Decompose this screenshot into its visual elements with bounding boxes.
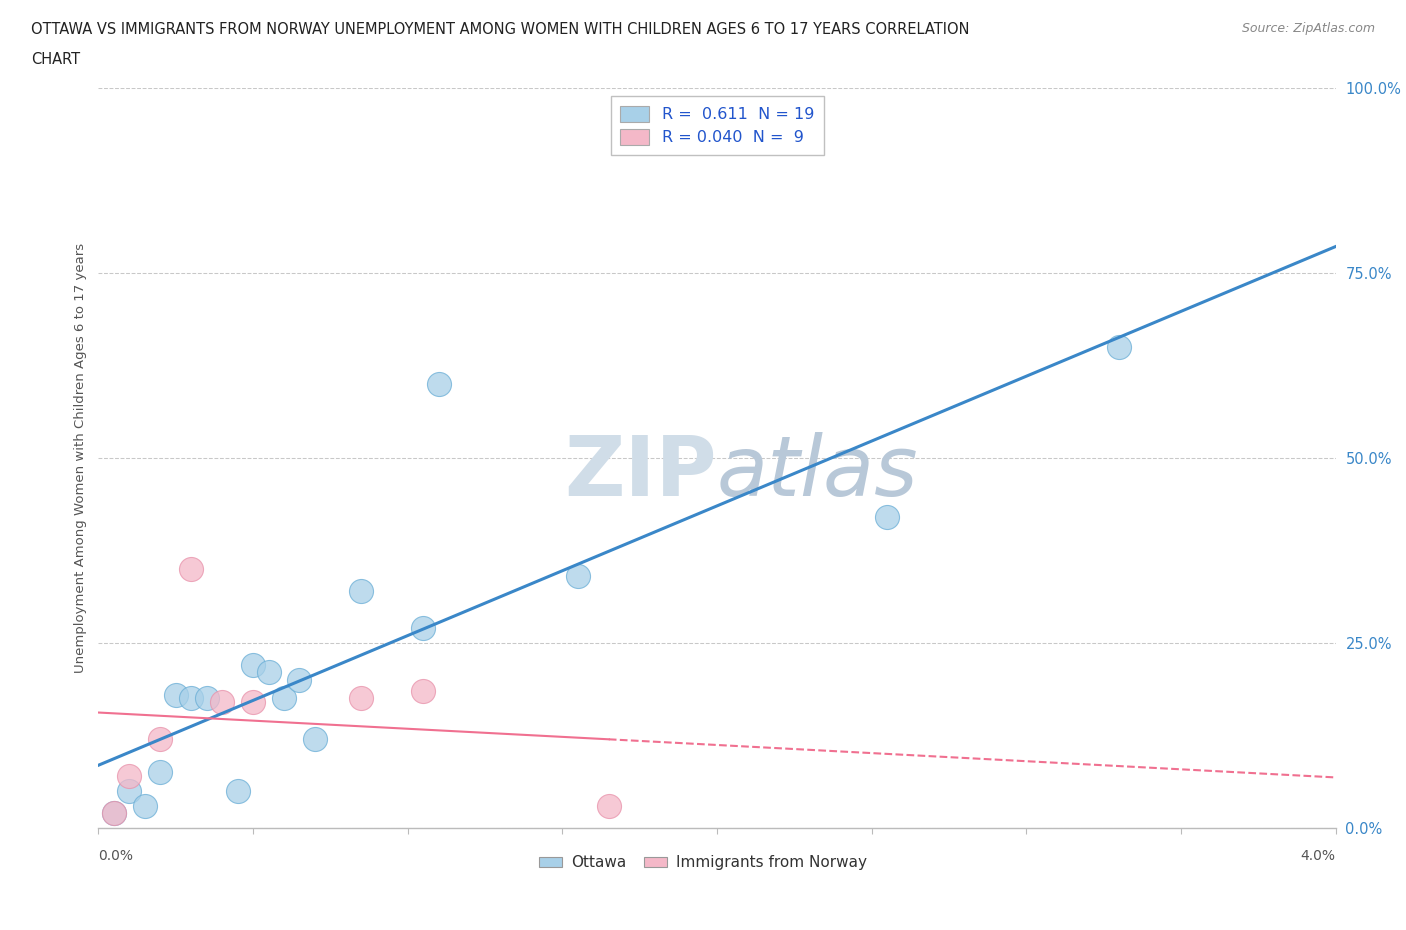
Point bbox=[427, 377, 450, 392]
Text: atlas: atlas bbox=[717, 432, 918, 513]
Text: OTTAWA VS IMMIGRANTS FROM NORWAY UNEMPLOYMENT AMONG WOMEN WITH CHILDREN AGES 6 T: OTTAWA VS IMMIGRANTS FROM NORWAY UNEMPLO… bbox=[31, 22, 969, 37]
Point bbox=[876, 510, 898, 525]
Y-axis label: Unemployment Among Women with Children Ages 6 to 17 years: Unemployment Among Women with Children A… bbox=[75, 243, 87, 673]
Legend: Ottawa, Immigrants from Norway: Ottawa, Immigrants from Norway bbox=[533, 849, 873, 876]
Point bbox=[103, 805, 125, 820]
Text: 4.0%: 4.0% bbox=[1301, 849, 1336, 863]
Point bbox=[304, 732, 326, 747]
Point bbox=[149, 732, 172, 747]
Point bbox=[567, 569, 589, 584]
Point bbox=[118, 783, 141, 798]
Point bbox=[412, 620, 434, 635]
Legend: R =  0.611  N = 19, R = 0.040  N =  9: R = 0.611 N = 19, R = 0.040 N = 9 bbox=[610, 97, 824, 155]
Point bbox=[242, 658, 264, 672]
Point bbox=[350, 584, 373, 599]
Text: ZIP: ZIP bbox=[565, 432, 717, 513]
Point bbox=[1108, 339, 1130, 354]
Point bbox=[273, 691, 295, 706]
Point bbox=[165, 687, 187, 702]
Point bbox=[195, 691, 218, 706]
Point bbox=[149, 764, 172, 779]
Point bbox=[598, 798, 620, 813]
Point bbox=[412, 684, 434, 698]
Point bbox=[350, 691, 373, 706]
Point bbox=[288, 672, 311, 687]
Point bbox=[180, 691, 202, 706]
Text: CHART: CHART bbox=[31, 52, 80, 67]
Point bbox=[103, 805, 125, 820]
Text: 0.0%: 0.0% bbox=[98, 849, 134, 863]
Point bbox=[226, 783, 249, 798]
Point bbox=[134, 798, 156, 813]
Point bbox=[180, 562, 202, 577]
Point bbox=[211, 695, 233, 710]
Point bbox=[242, 695, 264, 710]
Point bbox=[257, 665, 280, 680]
Text: Source: ZipAtlas.com: Source: ZipAtlas.com bbox=[1241, 22, 1375, 35]
Point bbox=[118, 768, 141, 783]
